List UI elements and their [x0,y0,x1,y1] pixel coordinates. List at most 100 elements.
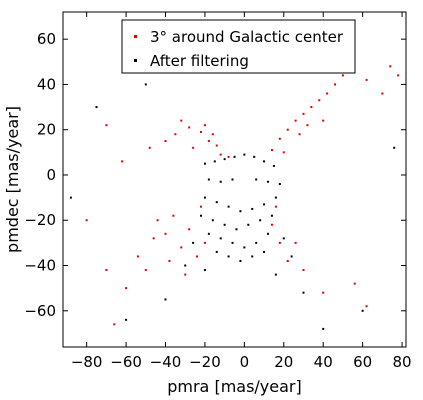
series-1-point [215,250,218,253]
series-1-point [227,205,230,208]
series-0-point [278,137,281,140]
legend-entry-1: After filtering [150,52,249,70]
y-tick-label: 40 [37,75,56,93]
series-0-point [180,119,183,122]
x-tick-label: −40 [150,353,182,371]
x-tick-label: 20 [274,353,293,371]
series-1-point [282,237,285,240]
series-1-point [215,201,218,204]
series-0-point [270,223,273,226]
series-1-point [211,219,214,222]
y-axis-label: pmdec [mas/year] [3,106,22,253]
series-0-point [294,241,297,244]
series-1-point [164,298,167,301]
series-1-point [203,269,206,272]
series-1-point [274,196,277,199]
series-0-point [152,237,155,240]
series-0-point [199,130,202,133]
x-tick-label: 0 [240,353,250,371]
x-tick-label: −20 [189,353,221,371]
series-1-point [239,210,242,213]
series-1-point [259,219,262,222]
series-0-point [389,65,392,68]
series-0-point [121,160,124,163]
series-0-point [188,126,191,129]
series-0-point [174,133,177,136]
x-tick-label: 40 [314,353,333,371]
series-0-point [196,255,199,258]
ticks-layer: −80 −60 −40 −20 0 20 40 60 80 −60 −40 −20 0 20 40 60 [24,12,412,371]
series-1-point [223,158,226,161]
series-1-point [213,160,216,163]
series-1-point [243,153,246,156]
series-1-point [274,273,277,276]
series-0-point [298,133,301,136]
plot-frame [62,11,407,348]
series-0-point [113,323,116,326]
series-0-point [365,305,368,308]
series-1-point [243,246,246,249]
series-1-point [263,250,266,253]
series-0-point [227,155,230,158]
series-0-point [199,205,202,208]
y-tick-label: 20 [37,121,56,139]
series-1-point [247,223,250,226]
series-1-point [223,223,226,226]
series-0-point [353,282,356,285]
series-1-point [263,203,266,206]
y-tick-label: 60 [37,30,56,48]
series-1-point [290,255,293,258]
series-0-point [219,153,222,156]
series-0-point [207,140,210,143]
series-1-point [393,146,396,149]
series-0-point [203,124,206,127]
series-1-point [251,255,254,258]
series-0-point [85,219,88,222]
series-1-point [207,232,210,235]
series-0-point [365,78,368,81]
legend-box [121,19,356,74]
series-0-point [286,259,289,262]
series-0-point [148,146,151,149]
series-0-point [302,269,305,272]
points-layer [69,33,400,330]
series-1-point [233,155,236,158]
series-0-point [168,259,171,262]
series-0-point [270,149,273,152]
series-0-point [215,144,218,147]
series-1-point [263,160,266,163]
series-0-point [310,106,313,109]
series-1-point [255,241,258,244]
series-0-point [211,133,214,136]
legend-marker-0 [134,35,137,38]
series-0-point [180,246,183,249]
series-1-point [255,178,258,181]
series-1-point [278,183,281,186]
series-1-point [361,309,364,312]
series-0-point [188,228,191,231]
series-0-point [306,124,309,127]
series-0-point [282,151,285,154]
series-1-point [184,264,187,267]
series-0-point [278,241,281,244]
series-1-point [144,83,147,86]
series-1-point [227,255,230,258]
series-1-point [203,196,206,199]
x-axis-label: pmra [mas/year] [167,377,302,396]
series-0-point [397,74,400,77]
series-0-point [381,92,384,95]
series-0-point [164,232,167,235]
legend-entry-0: 3° around Galactic center [150,28,344,46]
legend: 3° around Galactic center After filtering [121,19,356,74]
y-tick-label: 0 [46,166,56,184]
x-tick-label: −80 [71,353,103,371]
y-tick-label: −60 [24,302,56,320]
series-0-point [164,140,167,143]
series-1-point [69,196,72,199]
series-0-point [294,119,297,122]
series-0-point [322,119,325,122]
series-0-point [105,124,108,127]
series-0-point [203,241,206,244]
series-0-point [286,128,289,131]
